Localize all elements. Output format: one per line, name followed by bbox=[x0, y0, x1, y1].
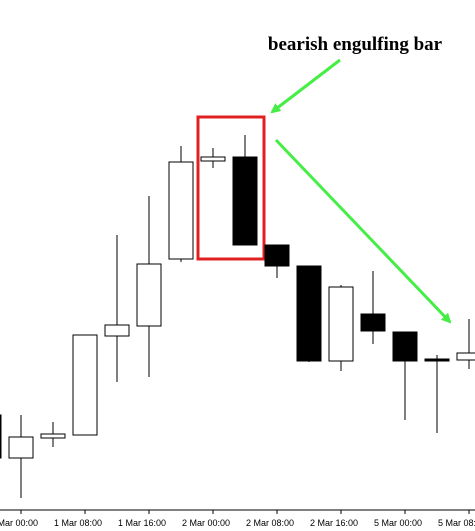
candle-body bbox=[168, 161, 194, 260]
candle-body bbox=[392, 331, 418, 362]
candle-body bbox=[40, 433, 66, 439]
x-tick-label: 2 Mar 08:00 bbox=[246, 518, 294, 528]
candle-body bbox=[232, 156, 258, 246]
candle-body bbox=[360, 313, 386, 332]
x-tick-label: 1 Mar 00:00 bbox=[0, 518, 38, 528]
candle-body bbox=[136, 263, 162, 327]
plot-area bbox=[0, 135, 475, 498]
candle-body bbox=[424, 358, 450, 362]
x-tick-label: 1 Mar 16:00 bbox=[118, 518, 166, 528]
candle-body bbox=[264, 244, 290, 267]
x-tick-label: 5 Mar 08:00 bbox=[438, 518, 475, 528]
candle-body bbox=[0, 414, 2, 459]
x-tick-label: 2 Mar 00:00 bbox=[182, 518, 230, 528]
candle-body bbox=[8, 436, 34, 459]
candle-body bbox=[456, 352, 475, 361]
x-tick-label: 5 Mar 00:00 bbox=[374, 518, 422, 528]
candle-body bbox=[328, 286, 354, 362]
annotation: bearish engulfing bar bbox=[268, 34, 443, 55]
highlight-box bbox=[196, 115, 266, 261]
arrow bbox=[270, 58, 341, 114]
arrow bbox=[274, 138, 452, 324]
x-tick-label: 2 Mar 16:00 bbox=[310, 518, 358, 528]
candle-body bbox=[72, 334, 98, 436]
candle-body bbox=[296, 265, 322, 362]
candle-body bbox=[104, 324, 130, 337]
x-tick-label: 1 Mar 08:00 bbox=[54, 518, 102, 528]
candle-body bbox=[200, 156, 226, 162]
